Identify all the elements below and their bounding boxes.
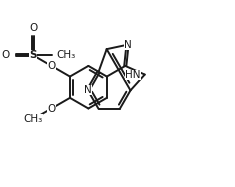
Text: O: O (29, 23, 37, 33)
Text: O: O (47, 104, 56, 114)
Text: CH₃: CH₃ (24, 114, 43, 124)
Text: N: N (124, 40, 131, 50)
Text: CH₃: CH₃ (56, 50, 75, 60)
Text: O: O (2, 50, 10, 60)
Text: N: N (84, 85, 92, 95)
Text: HN: HN (125, 70, 141, 80)
Text: O: O (47, 61, 56, 71)
Text: S: S (29, 50, 37, 60)
